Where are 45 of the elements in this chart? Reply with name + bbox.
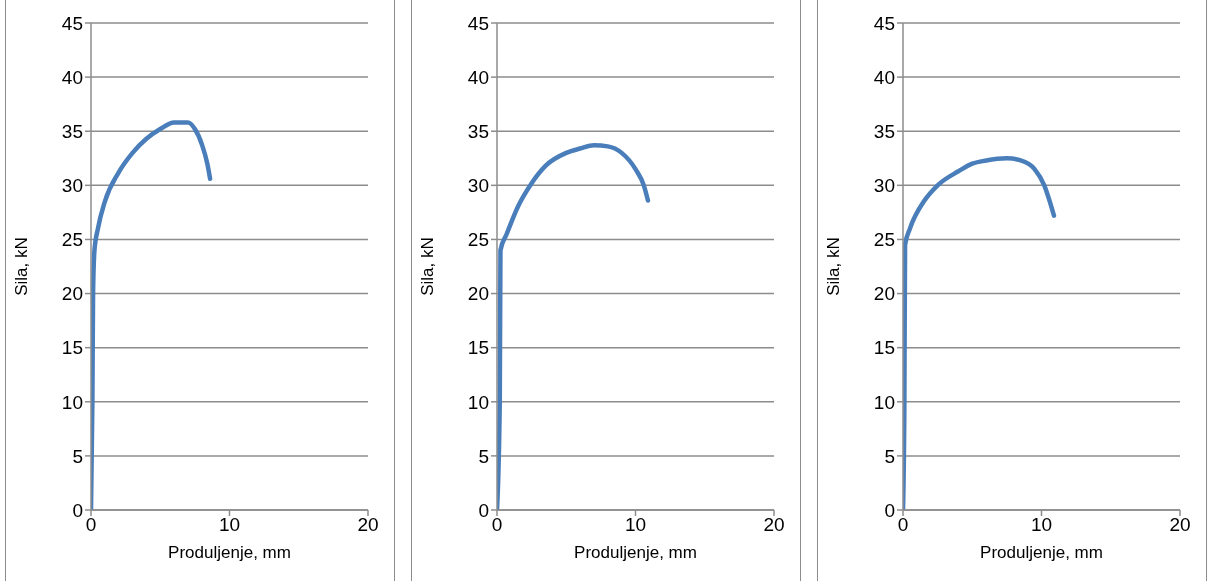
y-tick-label: 15 [873, 337, 895, 359]
y-tick-label: 35 [61, 120, 83, 142]
y-tick-label: 45 [467, 12, 489, 34]
x-axis-title: Produljenje, mm [980, 543, 1103, 562]
y-axis-title: Sila, kN [824, 237, 844, 296]
y-tick-label: 40 [873, 66, 895, 88]
line-series [497, 143, 651, 510]
y-tick-label: 20 [467, 283, 489, 305]
y-tick-label: 5 [884, 445, 895, 467]
line-series [91, 120, 213, 510]
y-tick-label: 15 [61, 337, 83, 359]
y-tick-label: 30 [873, 175, 895, 197]
y-tick-label: 40 [61, 66, 83, 88]
x-tick-label: 10 [218, 514, 241, 536]
y-tick-label: 30 [467, 175, 489, 197]
y-tick-label: 0 [72, 499, 83, 521]
y-tick-label: 10 [467, 391, 489, 413]
x-tick-label: 10 [624, 514, 647, 536]
y-tick-label: 15 [467, 337, 489, 359]
y-tick-label: 30 [61, 175, 83, 197]
y-tick-label: 45 [873, 12, 895, 34]
x-tick-label: 20 [357, 514, 379, 536]
x-tick-label: 20 [1169, 514, 1191, 536]
y-tick-label: 35 [467, 120, 489, 142]
y-axis-title: Sila, kN [12, 237, 32, 296]
x-axis-title: Produljenje, mm [168, 543, 291, 562]
y-tick-label: 25 [873, 229, 895, 251]
y-tick-label: 45 [61, 12, 83, 34]
x-tick-label: 10 [1030, 514, 1053, 536]
y-tick-label: 25 [61, 229, 83, 251]
line-series [903, 156, 1057, 510]
y-tick-label: 0 [884, 499, 895, 521]
y-tick-label: 0 [478, 499, 489, 521]
y-axis-title: Sila, kN [418, 237, 438, 296]
y-tick-label: 35 [873, 120, 895, 142]
y-tick-label: 5 [478, 445, 489, 467]
x-tick-label: 20 [763, 514, 785, 536]
x-axis-title: Produljenje, mm [574, 543, 697, 562]
y-tick-label: 20 [61, 283, 83, 305]
y-tick-label: 5 [72, 445, 83, 467]
y-tick-label: 10 [873, 391, 895, 413]
y-tick-label: 20 [873, 283, 895, 305]
y-tick-label: 40 [467, 66, 489, 88]
y-tick-label: 10 [61, 391, 83, 413]
y-tick-label: 25 [467, 229, 489, 251]
